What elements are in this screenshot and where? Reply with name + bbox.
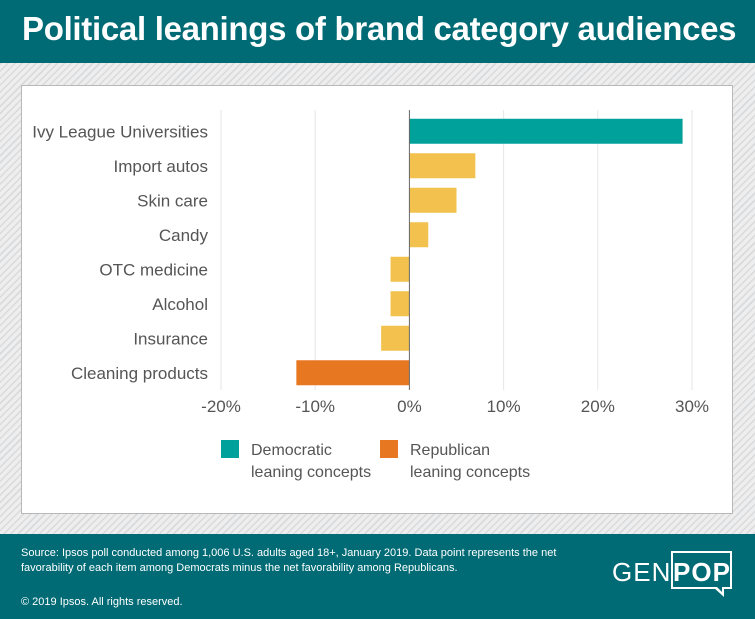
category-label: Ivy League Universities — [32, 122, 208, 141]
legend-label: Democratic — [251, 442, 332, 459]
legend-swatch — [380, 440, 398, 458]
logo-text-gen: GEN — [612, 557, 672, 587]
legend-label: leaning concepts — [410, 464, 530, 481]
bar-chart: Ivy League Universities Import autos Skin … — [32, 110, 709, 481]
category-label: OTC medicine — [99, 260, 208, 279]
x-tick-label: 20% — [581, 397, 615, 416]
x-tick-label: -20% — [201, 397, 241, 416]
genpop-logo: GEN POP — [612, 551, 742, 597]
x-tick-label: 30% — [675, 397, 709, 416]
category-label: Cleaning products — [71, 364, 208, 383]
logo-text-pop: POP — [673, 557, 731, 587]
category-label: Import autos — [114, 157, 209, 176]
logo-speech-tail — [713, 587, 724, 597]
category-label: Alcohol — [152, 295, 208, 314]
footer: Source: Ipsos poll conducted among 1,006… — [0, 534, 755, 619]
bar — [381, 325, 410, 351]
legend-swatch — [221, 440, 239, 458]
bar — [409, 153, 476, 179]
x-tick-label: 0% — [397, 397, 422, 416]
x-tick-label: 10% — [487, 397, 521, 416]
source-note: Source: Ipsos poll conducted among 1,006… — [21, 547, 557, 574]
logo-speech-tail-inner — [715, 585, 722, 592]
bar — [390, 291, 410, 317]
legend-label: leaning concepts — [251, 464, 371, 481]
x-tick-label: -10% — [295, 397, 335, 416]
bar — [409, 118, 683, 144]
copyright-note: © 2019 Ipsos. All rights reserved. — [21, 596, 183, 608]
bar — [409, 187, 457, 213]
title-bar: Political leanings of brand category aud… — [0, 0, 755, 63]
category-label: Skin care — [137, 191, 208, 210]
legend-label: Republican — [410, 442, 490, 459]
logo-speech-box: POP — [671, 551, 732, 589]
chart-panel: Ivy League Universities Import autos Skin … — [21, 85, 733, 514]
bar — [296, 360, 410, 386]
bar — [409, 222, 429, 248]
category-label: Candy — [159, 226, 209, 245]
category-label: Insurance — [133, 329, 208, 348]
chart-title: Political leanings of brand category aud… — [22, 10, 737, 47]
bar — [390, 256, 410, 282]
